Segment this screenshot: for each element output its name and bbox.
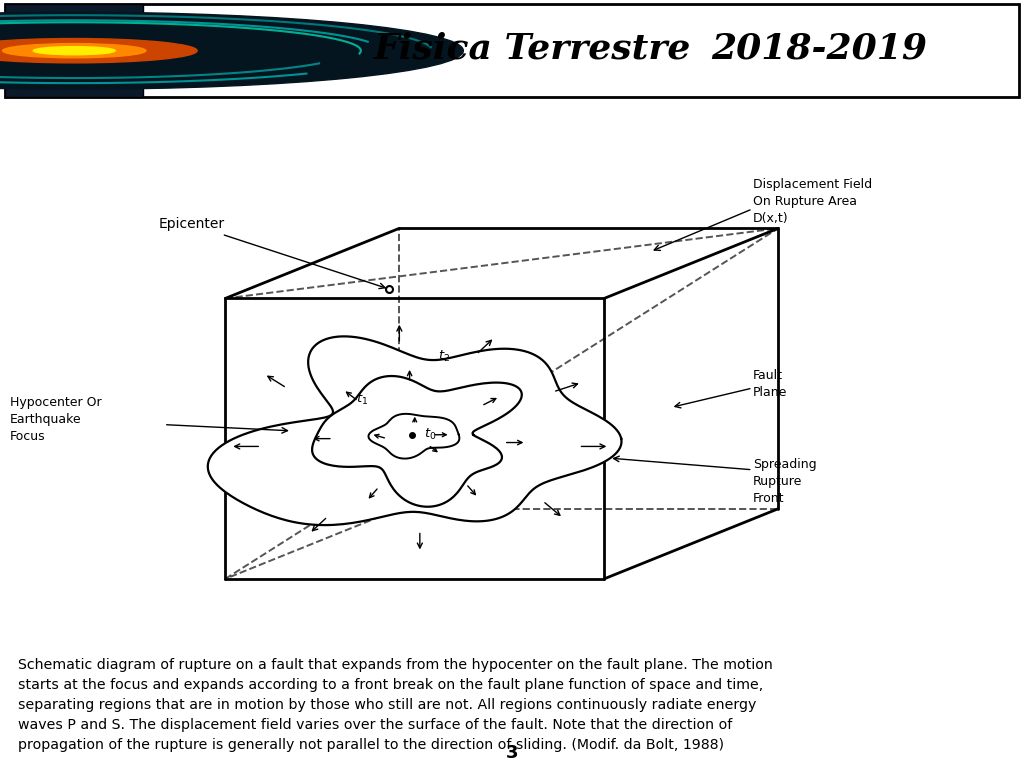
- Circle shape: [0, 12, 463, 89]
- Text: 2018-2019: 2018-2019: [712, 31, 927, 65]
- Circle shape: [3, 44, 146, 58]
- Text: Displacement Field
On Rupture Area
D(x,t): Displacement Field On Rupture Area D(x,t…: [753, 177, 871, 224]
- Polygon shape: [312, 376, 522, 507]
- Circle shape: [0, 38, 197, 63]
- Polygon shape: [369, 414, 460, 458]
- Text: $t_0$: $t_0$: [424, 427, 436, 442]
- Text: Schematic diagram of rupture on a fault that expands from the hypocenter on the : Schematic diagram of rupture on a fault …: [18, 658, 773, 673]
- Text: $t_1$: $t_1$: [356, 392, 369, 407]
- Text: Hypocenter Or
Earthquake
Focus: Hypocenter Or Earthquake Focus: [10, 396, 101, 442]
- Bar: [5, 4, 143, 98]
- Polygon shape: [208, 336, 622, 525]
- Text: $t_2$: $t_2$: [438, 349, 451, 364]
- Text: propagation of the rupture is generally not parallel to the direction of sliding: propagation of the rupture is generally …: [18, 738, 724, 752]
- Text: Epicenter: Epicenter: [159, 217, 385, 289]
- Text: Fisica Terrestre: Fisica Terrestre: [374, 31, 691, 65]
- Text: starts at the focus and expands according to a front break on the fault plane fu: starts at the focus and expands accordin…: [18, 678, 764, 692]
- Text: Spreading
Rupture
Front: Spreading Rupture Front: [753, 458, 816, 505]
- Text: separating regions that are in motion by those who still are not. All regions co: separating regions that are in motion by…: [18, 698, 757, 712]
- Text: Fault
Plane: Fault Plane: [753, 369, 787, 399]
- Text: waves P and S. The displacement field varies over the surface of the fault. Note: waves P and S. The displacement field va…: [18, 718, 733, 732]
- Circle shape: [34, 47, 116, 55]
- Text: 3: 3: [506, 744, 519, 762]
